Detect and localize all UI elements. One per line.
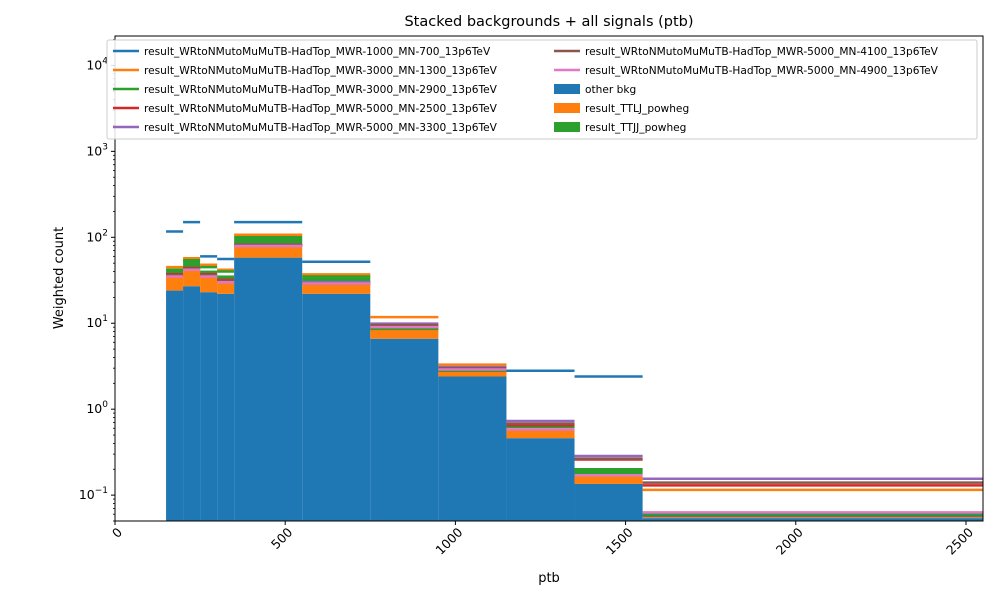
stack-bar-1-bin-3 (217, 281, 235, 294)
stack-bar-1-bin-1 (183, 269, 201, 287)
stack-bar-1-bin-4 (234, 244, 303, 258)
y-tick-label-5: 104 (86, 56, 108, 72)
stack-bar-2-bin-0 (166, 270, 184, 276)
stack-bar-0-bin-2 (200, 292, 218, 521)
x-tick-label-4: 2000 (773, 524, 806, 557)
y-tick-label-3: 102 (86, 228, 108, 244)
legend-entry-7: other bkg (585, 84, 636, 96)
x-tick-label-1: 500 (268, 524, 296, 552)
legend-swatch-9 (554, 122, 580, 132)
stack-bar-0-bin-6 (370, 338, 439, 521)
legend-entry-3: result_WRtoNMutoMuMuTB-HadTop_MWR-5000_M… (144, 103, 498, 115)
legend-entry-4: result_WRtoNMutoMuMuTB-HadTop_MWR-5000_M… (144, 122, 498, 134)
stack-bar-1-bin-5 (302, 282, 371, 294)
legend-swatch-8 (554, 103, 580, 113)
legend-entry-1: result_WRtoNMutoMuMuTB-HadTop_MWR-3000_M… (144, 65, 498, 77)
stack-bar-0-bin-8 (506, 438, 575, 521)
stack-bar-0-bin-9 (574, 483, 643, 521)
plot-frame (114, 35, 984, 522)
stack-bar-2-bin-5 (302, 277, 371, 283)
stack-bar-0-bin-10 (642, 518, 983, 521)
x-tick-label-5: 2500 (943, 524, 976, 557)
x-tick-label-2: 1000 (432, 524, 465, 557)
x-axis-label: ptb (538, 571, 560, 586)
stack-bar-2-bin-3 (217, 275, 235, 282)
stack-bar-2-bin-1 (183, 261, 201, 270)
legend-entry-5: result_WRtoNMutoMuMuTB-HadTop_MWR-5000_M… (585, 46, 939, 58)
legend-swatch-7 (554, 84, 580, 94)
stack-bar-0-bin-3 (217, 293, 235, 521)
x-tick-label-0: 0 (109, 524, 125, 540)
stack-bar-1-bin-0 (166, 275, 184, 291)
legend-entry-6: result_WRtoNMutoMuMuTB-HadTop_MWR-5000_M… (585, 65, 939, 77)
stack-bar-1-bin-7 (438, 368, 507, 377)
stack-bar-0-bin-7 (438, 376, 507, 521)
y-axis-label: Weighted count (52, 227, 67, 329)
legend-entry-8: result_TTLJ_powheg (585, 103, 689, 115)
stack-bar-0-bin-0 (166, 290, 184, 521)
legend-entry-0: result_WRtoNMutoMuMuTB-HadTop_MWR-1000_M… (144, 46, 491, 58)
stack-bar-2-bin-9 (574, 470, 643, 475)
plot-area (166, 220, 983, 521)
stack-bar-0-bin-5 (302, 293, 371, 521)
x-tick-label-3: 1500 (603, 524, 636, 557)
y-tick-label-4: 103 (86, 142, 108, 158)
stack-bar-2-bin-4 (234, 238, 303, 245)
chart-title: Stacked backgrounds + all signals (ptb) (404, 14, 693, 30)
stack-bar-1-bin-2 (200, 276, 218, 293)
x-axis: 0 500 1000 1500 2000 2500 (109, 521, 976, 558)
legend: result_WRtoNMutoMuMuTB-HadTop_MWR-1000_M… (106, 39, 978, 140)
legend-entry-2: result_WRtoNMutoMuMuTB-HadTop_MWR-3000_M… (144, 84, 498, 96)
legend-frame (106, 39, 978, 140)
stack-bar-1-bin-10 (642, 515, 983, 519)
stack-bar-1-bin-6 (370, 328, 439, 339)
stack-bar-0-bin-4 (234, 257, 303, 521)
stack-bar-0-bin-1 (183, 286, 201, 521)
stack-bar-1-bin-9 (574, 474, 643, 484)
stack-bar-1-bin-8 (506, 430, 575, 439)
legend-entry-9: result_TTJJ_powheg (585, 122, 686, 134)
y-tick-label-0: 10−1 (79, 486, 108, 502)
signal-step-lines (166, 220, 983, 517)
y-tick-label-1: 100 (86, 400, 108, 416)
y-tick-label-2: 101 (86, 314, 108, 330)
